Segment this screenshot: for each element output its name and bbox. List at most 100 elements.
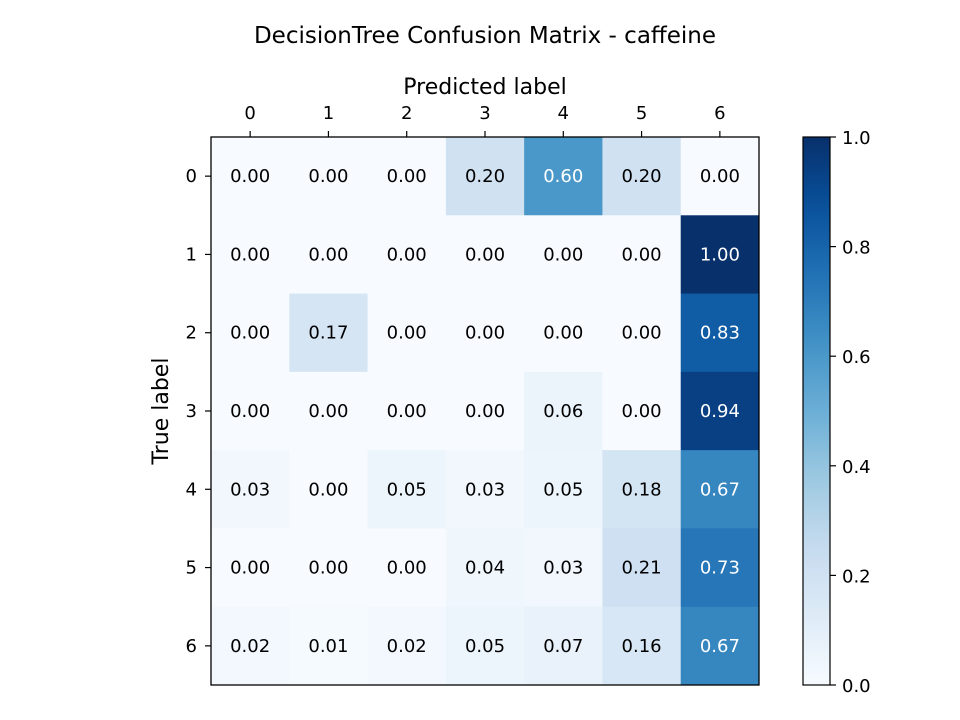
colorbar-tick-label: 0.8 — [842, 238, 871, 259]
x-tick-label: 2 — [401, 103, 412, 124]
cell-value-label: 0.73 — [700, 558, 740, 579]
cell-value-label: 0.01 — [308, 636, 348, 657]
heatmap-cell — [524, 293, 603, 373]
heatmap-cell — [680, 450, 760, 529]
y-tick-label: 5 — [186, 558, 197, 579]
heatmap-cell — [211, 137, 290, 216]
heatmap-cell — [602, 293, 682, 373]
cell-value-label: 0.20 — [465, 166, 505, 187]
cell-value-label: 0.03 — [230, 479, 270, 500]
heatmap-cells — [211, 137, 760, 686]
x-tick-label: 3 — [479, 103, 490, 124]
cell-value-label: 0.00 — [387, 166, 427, 187]
x-tick-label: 1 — [323, 103, 334, 124]
heatmap-cell — [524, 371, 603, 451]
cell-value-label: 0.00 — [622, 401, 662, 422]
cell-value-label: 0.03 — [543, 558, 583, 579]
heatmap-cell — [445, 215, 525, 295]
chart-title: DecisionTree Confusion Matrix - caffeine — [254, 23, 716, 49]
heatmap-cell — [602, 528, 682, 608]
heatmap-cell — [367, 215, 447, 295]
heatmap-cell — [289, 450, 369, 529]
y-tick-label: 4 — [186, 479, 197, 500]
cell-value-label: 0.07 — [543, 636, 583, 657]
cell-value-label: 0.05 — [543, 479, 583, 500]
heatmap-cell — [211, 528, 290, 608]
cell-value-label: 0.03 — [465, 479, 505, 500]
cell-value-label: 0.00 — [230, 323, 270, 344]
heatmap-cell — [680, 215, 760, 295]
heatmap-cell — [289, 293, 369, 373]
cell-value-label: 0.00 — [308, 558, 348, 579]
cell-value-label: 0.00 — [465, 244, 505, 265]
colorbar — [802, 136, 831, 686]
cell-value-label: 0.00 — [543, 323, 583, 344]
cell-value-label: 0.00 — [308, 479, 348, 500]
cell-value-label: 0.00 — [465, 323, 505, 344]
cell-value-label: 0.00 — [308, 166, 348, 187]
cell-value-label: 0.17 — [308, 323, 348, 344]
heatmap-cell — [445, 528, 525, 608]
heatmap-cell — [445, 371, 525, 451]
cell-value-label: 0.94 — [700, 401, 740, 422]
heatmap-cell — [289, 606, 369, 686]
cell-value-label: 0.00 — [230, 244, 270, 265]
cell-value-label: 0.00 — [308, 244, 348, 265]
cell-value-label: 0.00 — [387, 558, 427, 579]
x-tick-label: 5 — [636, 103, 647, 124]
cell-value-label: 0.60 — [543, 166, 583, 187]
cell-value-label: 0.67 — [700, 636, 740, 657]
heatmap-cell — [680, 371, 760, 451]
y-axis-label: True label — [149, 358, 174, 466]
cell-value-label: 0.00 — [465, 401, 505, 422]
heatmap-cell — [602, 606, 682, 686]
heatmap-cell — [602, 137, 682, 216]
heatmap-cell — [680, 528, 760, 608]
colorbar-tick-label: 1.0 — [842, 128, 871, 149]
heatmap-cell — [367, 450, 447, 529]
y-tick-label: 2 — [186, 323, 197, 344]
heatmap-cell — [211, 215, 290, 295]
heatmap-cell — [602, 215, 682, 295]
heatmap-cell — [211, 606, 290, 686]
x-tick-label: 6 — [714, 103, 725, 124]
y-tick-label: 1 — [186, 244, 197, 265]
cell-value-label: 0.05 — [465, 636, 505, 657]
cell-value-label: 0.00 — [308, 401, 348, 422]
heatmap-cell — [445, 137, 525, 216]
heatmap-cell — [367, 371, 447, 451]
heatmap-cell — [680, 293, 760, 373]
x-axis-ticks: 0 1 2 3 4 5 6 — [244, 103, 726, 137]
heatmap-cell — [445, 606, 525, 686]
cell-value-label: 0.00 — [622, 244, 662, 265]
heatmap-cell — [524, 528, 603, 608]
x-tick-label: 4 — [558, 103, 569, 124]
cell-value-label: 0.00 — [387, 401, 427, 422]
heatmap-cell — [367, 528, 447, 608]
cell-value-label: 0.00 — [230, 166, 270, 187]
cell-value-label: 0.04 — [465, 558, 505, 579]
cell-value-label: 0.00 — [230, 558, 270, 579]
heatmap-cell — [289, 215, 369, 295]
heatmap-cell — [289, 528, 369, 608]
heatmap-cell — [289, 137, 369, 216]
heatmap-cell — [524, 137, 603, 216]
colorbar-tick-label: 0.2 — [842, 566, 871, 587]
heatmap-cell — [445, 450, 525, 529]
cell-value-label: 0.05 — [387, 479, 427, 500]
heatmap-cell — [211, 293, 290, 373]
cell-value-label: 0.02 — [230, 636, 270, 657]
heatmap-cell — [602, 371, 682, 451]
colorbar-tick-label: 0.6 — [842, 347, 871, 368]
colorbar-ticks: 0.0 0.2 0.4 0.6 0.8 1.0 — [830, 128, 871, 697]
heatmap-cell — [289, 371, 369, 451]
y-tick-label: 6 — [186, 636, 197, 657]
heatmap-cell — [524, 450, 603, 529]
y-tick-label: 0 — [186, 166, 197, 187]
cell-value-label: 1.00 — [700, 244, 740, 265]
cell-value-label: 0.06 — [543, 401, 583, 422]
y-axis-ticks: 0 1 2 3 4 5 6 — [186, 166, 211, 657]
cell-value-label: 0.00 — [387, 323, 427, 344]
